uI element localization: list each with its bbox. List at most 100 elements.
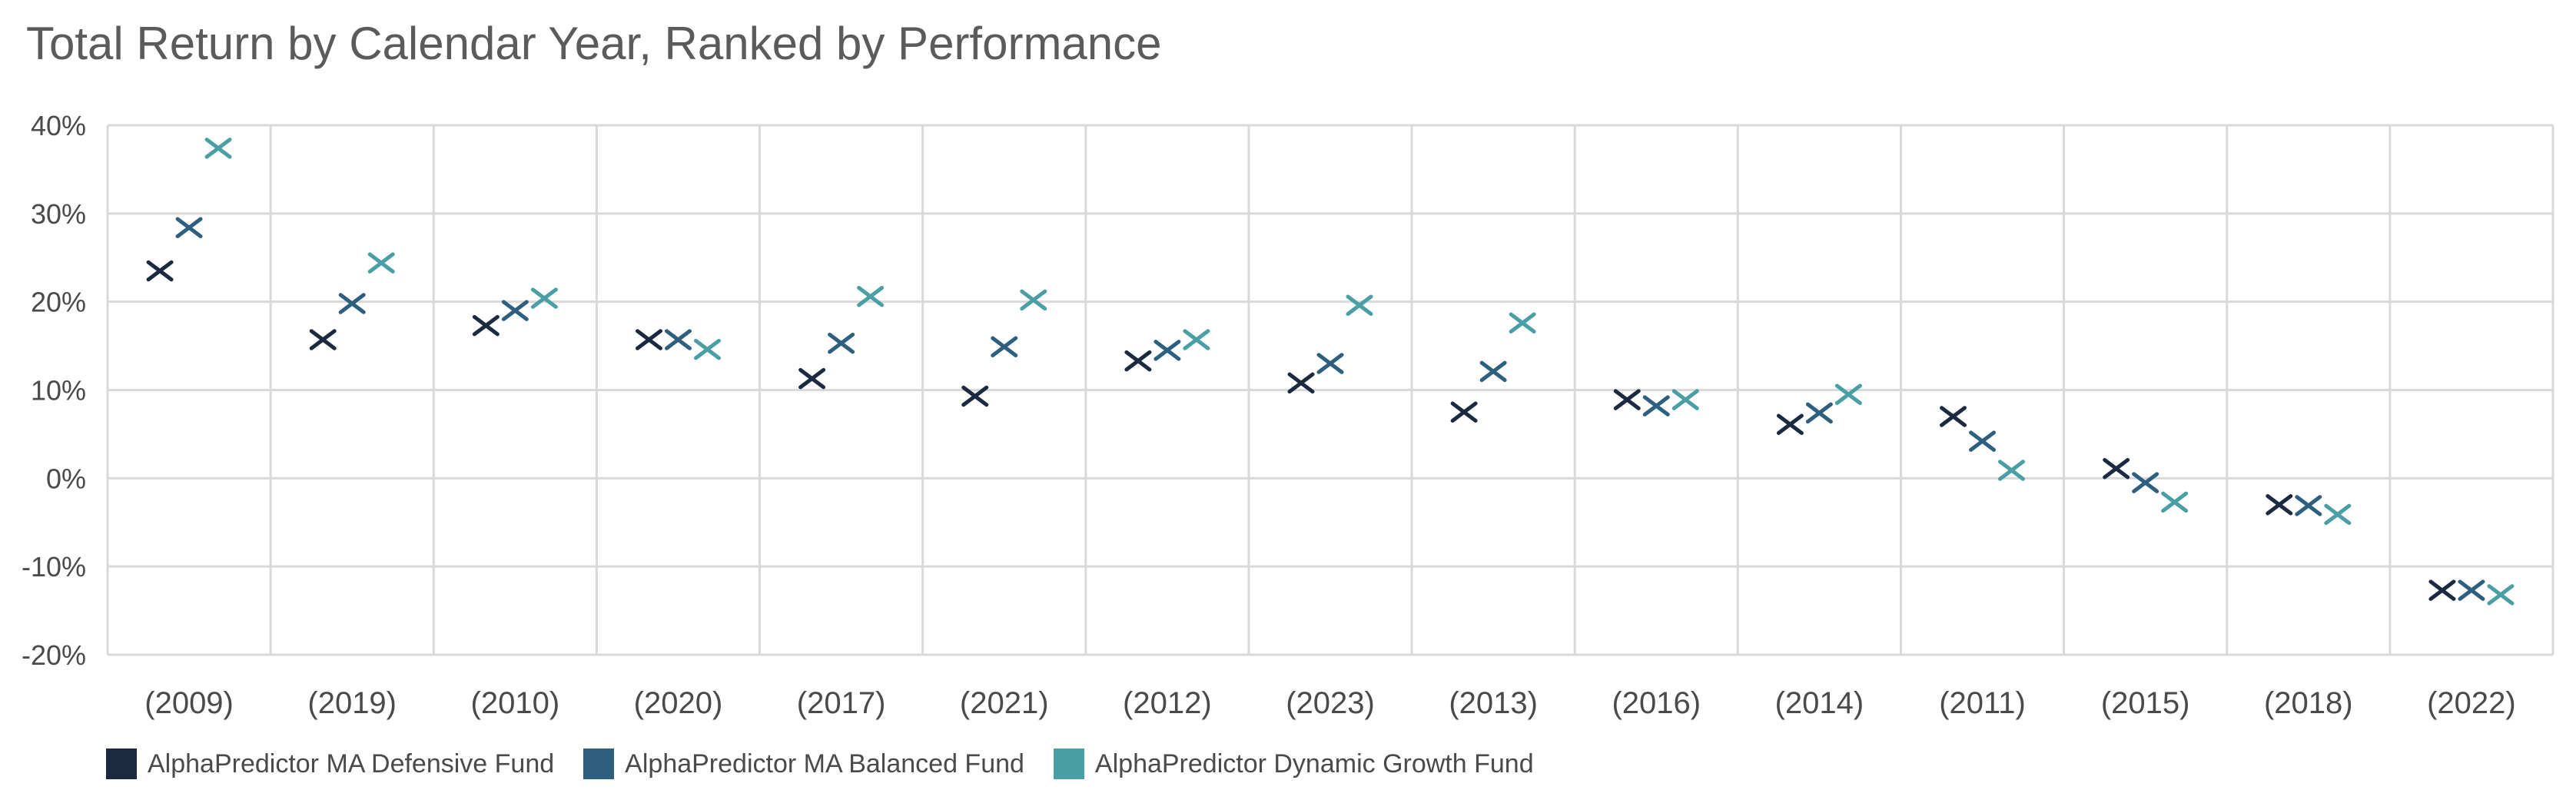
x-axis-tick-labels: (2009) (2019) (2010) (2020) (2017) (2021) (201… [144,686,2515,720]
data-point-alphapredictor-ma-balanced-fund [2132,472,2159,493]
marker-stroke [1020,289,1047,311]
data-markers [146,138,2515,606]
marker-stroke [1969,430,1997,452]
data-point-alphapredictor-ma-balanced-fund [2458,579,2485,601]
data-point-alphapredictor-ma-balanced-fund [991,336,1018,357]
data-point-alphapredictor-ma-defensive-fund [798,367,826,390]
marker-stroke [472,314,500,337]
marker-stroke [204,138,232,159]
x-tick-label: (2022) [2427,686,2516,720]
data-point-alphapredictor-ma-defensive-fund [1287,372,1315,394]
data-point-alphapredictor-dynamic-growth-fund [693,338,721,360]
data-point-alphapredictor-ma-balanced-fund [1969,430,1997,452]
data-point-alphapredictor-dynamic-growth-fund [1509,312,1536,334]
legend-label-balanced: AlphaPredictor MA Balanced Fund [625,749,1024,778]
data-point-alphapredictor-dynamic-growth-fund [1834,383,1862,405]
marker-stroke [2295,495,2322,516]
data-point-alphapredictor-ma-defensive-fund [1613,389,1641,410]
x-tick-label: (2019) [307,686,397,720]
x-tick-label: (2017) [797,686,886,720]
marker-stroke [2428,579,2456,601]
marker-stroke [1613,389,1641,410]
data-point-alphapredictor-ma-defensive-fund [472,314,500,337]
data-point-alphapredictor-ma-balanced-fund [2295,495,2322,516]
x-tick-label: (2013) [1449,686,1538,720]
marker-stroke [1940,406,1967,427]
marker-stroke [1834,383,1862,405]
y-tick-label: 20% [31,287,86,318]
legend: AlphaPredictor MA Defensive Fund AlphaPr… [106,749,1534,779]
grid-lines [106,124,2554,656]
data-point-alphapredictor-ma-balanced-fund [175,217,203,238]
x-tick-label: (2021) [960,686,1049,720]
data-point-alphapredictor-ma-balanced-fund [1154,340,1181,361]
legend-item-balanced: AlphaPredictor MA Balanced Fund [583,749,1024,779]
y-tick-label: 30% [31,198,86,230]
marker-stroke [309,329,337,350]
data-point-alphapredictor-dynamic-growth-fund [1020,289,1047,311]
legend-item-defensive: AlphaPredictor MA Defensive Fund [106,749,554,779]
marker-stroke [1183,329,1210,350]
y-tick-label: 10% [31,375,86,407]
legend-label-growth: AlphaPredictor Dynamic Growth Fund [1094,749,1534,778]
data-point-alphapredictor-dynamic-growth-fund [2161,491,2189,513]
data-point-alphapredictor-ma-defensive-fund [2103,457,2130,480]
marker-stroke [1124,350,1152,372]
marker-stroke [2458,579,2485,601]
marker-stroke [146,260,174,282]
marker-stroke [1479,360,1507,383]
marker-stroke [693,338,721,360]
data-point-alphapredictor-ma-defensive-fund [1450,401,1478,423]
data-point-alphapredictor-ma-defensive-fund [2428,579,2456,601]
marker-stroke [991,336,1018,357]
legend-swatch-balanced [583,749,615,779]
marker-stroke [175,217,203,238]
data-point-alphapredictor-ma-defensive-fund [309,329,337,350]
legend-swatch-defensive [106,749,137,779]
marker-stroke [2161,491,2189,513]
chart-title: Total Return by Calendar Year, Ranked by… [26,18,1162,69]
data-point-alphapredictor-ma-defensive-fund [961,385,989,407]
data-point-alphapredictor-dynamic-growth-fund [857,286,885,307]
y-tick-label: -10% [22,551,86,583]
data-point-alphapredictor-dynamic-growth-fund [1671,389,1699,410]
marker-stroke [1642,395,1670,417]
x-tick-label: (2010) [471,686,560,720]
data-point-alphapredictor-dynamic-growth-fund [1346,294,1373,317]
data-point-alphapredictor-dynamic-growth-fund [530,287,558,309]
marker-stroke [1805,402,1833,424]
y-tick-label: 40% [31,110,86,141]
x-tick-label: (2020) [634,686,723,720]
data-point-alphapredictor-ma-defensive-fund [1776,413,1804,436]
data-point-alphapredictor-ma-defensive-fund [2266,494,2293,516]
marker-stroke [635,329,662,350]
data-point-alphapredictor-ma-balanced-fund [1805,402,1833,424]
data-point-alphapredictor-ma-defensive-fund [635,329,662,350]
x-tick-label: (2012) [1123,686,1212,720]
marker-stroke [2487,584,2515,606]
data-point-alphapredictor-ma-balanced-fund [501,300,529,321]
marker-stroke [1509,312,1536,334]
data-point-alphapredictor-dynamic-growth-fund [1183,329,1210,350]
data-point-alphapredictor-ma-defensive-fund [1940,406,1967,427]
legend-item-growth: AlphaPredictor Dynamic Growth Fund [1053,749,1534,779]
data-point-alphapredictor-dynamic-growth-fund [367,252,395,274]
marker-stroke [1154,340,1181,361]
x-tick-label: (2009) [144,686,234,720]
marker-stroke [530,287,558,309]
marker-stroke [664,329,692,350]
data-point-alphapredictor-ma-balanced-fund [828,332,855,354]
data-point-alphapredictor-ma-balanced-fund [1642,395,1670,417]
marker-stroke [1671,389,1699,410]
marker-stroke [1450,401,1478,423]
x-tick-label: (2011) [1939,686,2026,720]
x-tick-label: (2016) [1612,686,1701,720]
marker-stroke [338,293,366,314]
data-point-alphapredictor-ma-balanced-fund [664,329,692,350]
marker-stroke [1776,413,1804,436]
marker-stroke [961,385,989,407]
marker-stroke [2324,503,2352,526]
x-tick-label: (2015) [2101,686,2190,720]
marker-stroke [828,332,855,354]
